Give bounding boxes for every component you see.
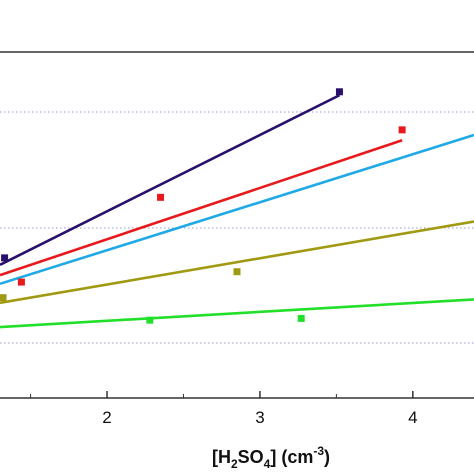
fit-lines <box>0 94 474 329</box>
grid <box>0 111 474 344</box>
fit-line-series-1 <box>0 94 341 266</box>
data-point-series-2 <box>157 193 165 201</box>
fit-line-series-3 <box>0 133 474 286</box>
data-point-series-4 <box>233 268 241 276</box>
data-point-series-2 <box>17 278 25 286</box>
data-point-series-2 <box>398 126 406 134</box>
fit-line-series-2 <box>0 138 403 277</box>
x-tick-label: 3 <box>255 408 264 427</box>
x-tick-label: 2 <box>102 408 111 427</box>
data-point-series-4 <box>0 294 7 302</box>
fit-line-series-5 <box>0 298 474 329</box>
data-point-series-5 <box>146 316 154 324</box>
x-ticks: 2 3 4 <box>30 391 418 427</box>
data-point-series-1 <box>335 88 343 96</box>
fit-line-series-4 <box>0 220 474 305</box>
x-axis-label: [H2SO4] (cm-3) <box>212 444 330 471</box>
data-point-series-5 <box>297 314 305 322</box>
x-tick-label: 4 <box>408 408 417 427</box>
data-points <box>0 88 406 324</box>
data-point-series-1 <box>1 254 9 262</box>
